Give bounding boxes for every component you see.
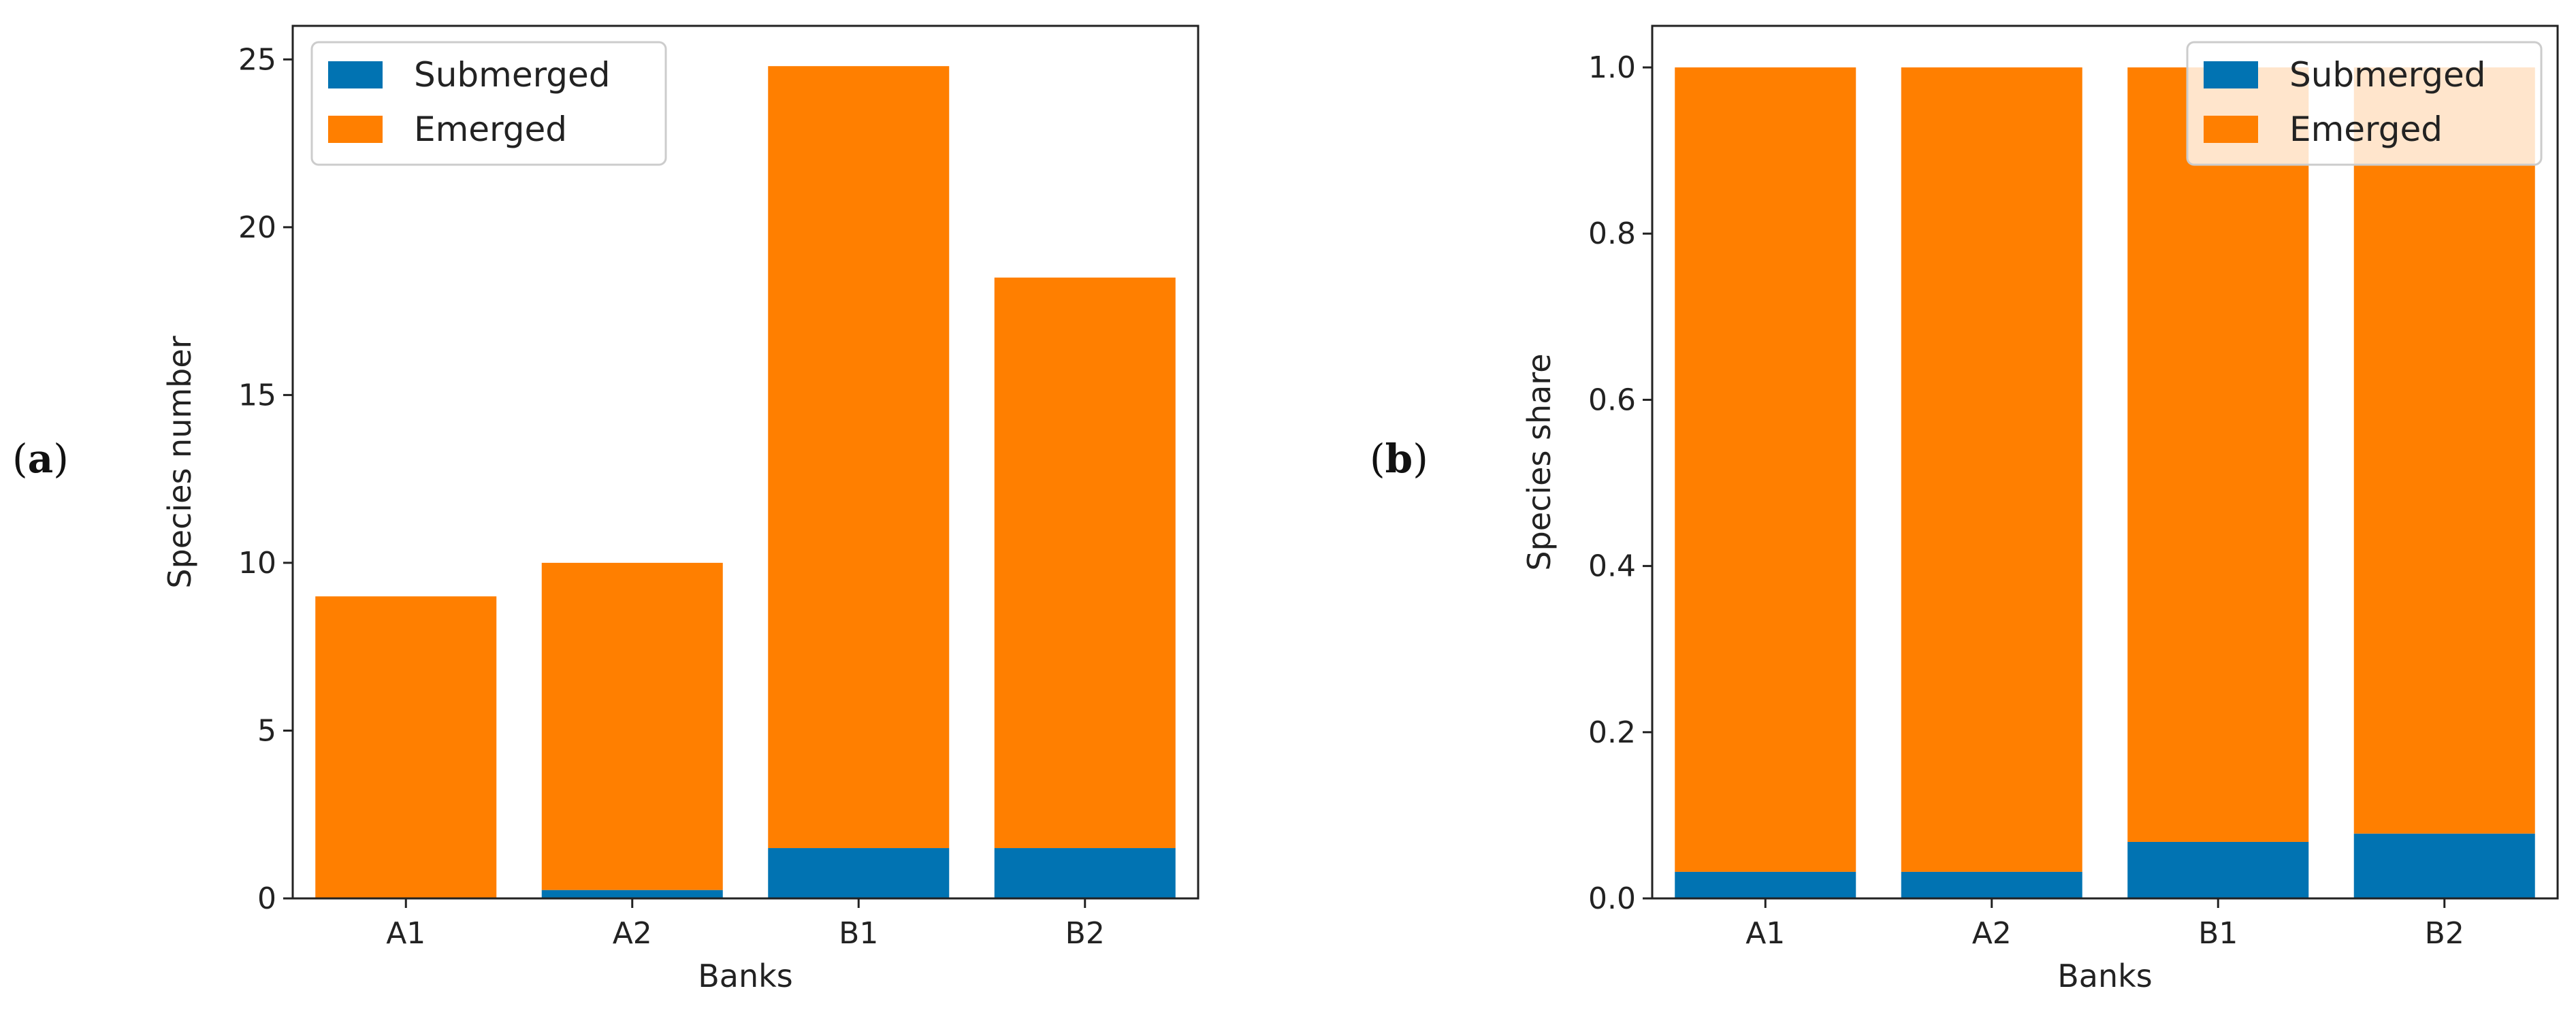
x-tick-label-b1: B1	[2198, 916, 2238, 951]
panel-label-a: (a)	[12, 436, 69, 482]
y-tick-label-3: 0.6	[1588, 383, 1636, 417]
y-tick-label-3: 15	[238, 378, 276, 412]
y-tick-label-1: 5	[257, 713, 276, 748]
bar-emerged-a1	[315, 596, 497, 898]
x-tick-label-a2: A2	[613, 916, 652, 951]
x-axis-label: Banks	[698, 958, 793, 994]
x-tick-label-b2: B2	[1065, 916, 1105, 951]
y-tick-label-4: 0.8	[1588, 216, 1636, 251]
bar-emerged-b2	[994, 277, 1176, 849]
x-tick-label-a1: A1	[1745, 916, 1785, 951]
bar-submerged-b1	[2127, 841, 2309, 898]
legend-swatch-submerged	[2204, 61, 2258, 88]
y-tick-label-2: 10	[238, 546, 276, 581]
bar-emerged-b1	[768, 66, 950, 849]
legend-label-submerged: Submerged	[414, 55, 611, 95]
bar-emerged-a1	[1675, 67, 1856, 872]
y-tick-label-1: 0.2	[1588, 715, 1636, 750]
legend-box	[2186, 41, 2543, 166]
plot-frame	[291, 25, 1200, 900]
y-tick-label-5: 25	[238, 42, 276, 77]
y-tick-label-4: 20	[238, 210, 276, 245]
y-tick-label-0: 0.0	[1588, 881, 1636, 916]
bar-emerged-b2	[2353, 67, 2535, 834]
legend-label-emerged: Emerged	[2289, 110, 2443, 149]
y-tick-label-0: 0	[257, 881, 276, 916]
y-tick-label-2: 0.4	[1588, 549, 1636, 584]
x-axis-label: Banks	[2057, 958, 2153, 994]
x-tick-label-a2: A2	[1972, 916, 2012, 951]
legend-label-emerged: Emerged	[414, 110, 567, 149]
bar-submerged-b1	[768, 848, 950, 898]
bar-submerged-b2	[2353, 833, 2535, 898]
bar-submerged-a2	[541, 890, 723, 898]
x-tick-label-b2: B2	[2425, 916, 2464, 951]
legend-label-submerged: Submerged	[2289, 55, 2486, 95]
legend-swatch-submerged	[328, 61, 383, 88]
y-axis-label: Species number	[161, 336, 198, 588]
bar-submerged-b2	[994, 848, 1176, 898]
plot-frame	[1651, 25, 2559, 900]
bar-emerged-a2	[1901, 67, 2082, 872]
y-axis-label: Species share	[1521, 353, 1558, 570]
bar-emerged-b1	[2127, 67, 2309, 842]
x-tick-label-b1: B1	[839, 916, 878, 951]
bar-submerged-a1	[1675, 871, 1856, 898]
bar-submerged-a2	[1901, 871, 2082, 898]
legend-box	[310, 41, 667, 166]
panel-label-b: (b)	[1370, 436, 1428, 482]
x-tick-label-a1: A1	[386, 916, 425, 951]
bar-emerged-a2	[541, 562, 723, 890]
legend-swatch-emerged	[328, 116, 383, 143]
y-tick-label-5: 1.0	[1588, 50, 1636, 85]
legend-swatch-emerged	[2204, 116, 2258, 143]
